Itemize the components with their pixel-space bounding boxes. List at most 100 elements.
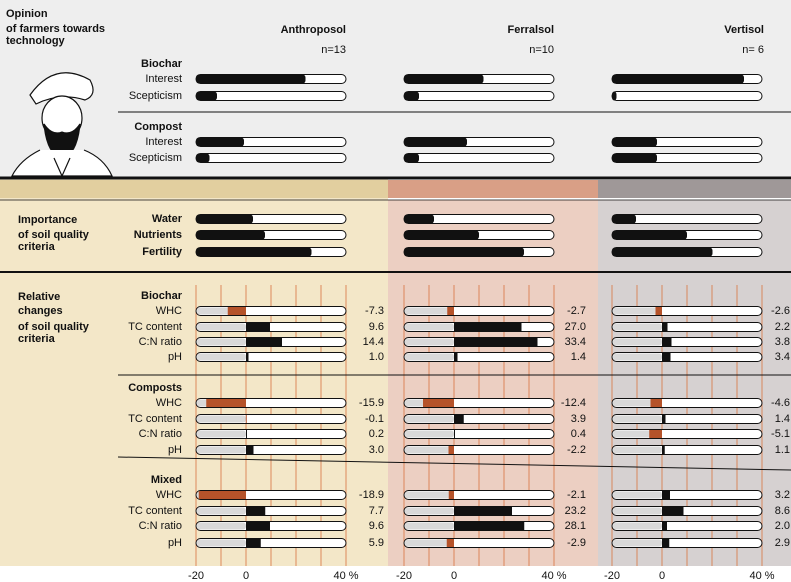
bar-neg-zone xyxy=(613,323,662,331)
row-label: pH xyxy=(168,351,182,363)
x-tick-label: -20 xyxy=(188,570,204,582)
group-label: Composts xyxy=(128,382,182,394)
value-label: 7.7 xyxy=(369,505,384,517)
section-title: Importance xyxy=(18,214,77,226)
row-label: Interest xyxy=(145,136,182,148)
value-label: -4.6 xyxy=(771,397,790,409)
texture-strip xyxy=(388,180,598,198)
bar-neg-zone xyxy=(197,323,246,331)
bar xyxy=(245,415,247,423)
bar xyxy=(612,153,657,163)
bar-neg-zone xyxy=(197,522,246,530)
bar-neg-zone xyxy=(197,507,246,515)
bar xyxy=(612,247,713,257)
x-tick-label: 0 xyxy=(451,570,457,582)
left-bg xyxy=(0,178,388,566)
sample-size: n=13 xyxy=(321,44,346,56)
x-tick-label: 0 xyxy=(659,570,665,582)
sample-size: n=10 xyxy=(529,44,554,56)
bar xyxy=(650,399,662,407)
bar-neg-zone xyxy=(405,353,454,361)
bar xyxy=(196,74,306,84)
row-label: C:N ratio xyxy=(139,336,182,348)
value-label: -18.9 xyxy=(359,489,384,501)
row-label: Water xyxy=(152,213,183,225)
value-label: 1.1 xyxy=(775,444,790,456)
bar-neg-zone xyxy=(405,338,454,346)
row-label: Interest xyxy=(145,73,182,85)
bar-neg-zone xyxy=(197,446,246,454)
value-label: -2.6 xyxy=(771,305,790,317)
value-label: 3.4 xyxy=(775,351,790,363)
value-label: -5.1 xyxy=(771,428,790,440)
bar xyxy=(404,137,467,147)
bar-neg-zone xyxy=(613,491,662,499)
x-tick-label: 0 xyxy=(243,570,249,582)
value-label: 33.4 xyxy=(565,336,586,348)
bar xyxy=(227,307,246,315)
row-label: Scepticism xyxy=(129,90,182,102)
bar-neg-zone xyxy=(613,307,662,315)
group-label: Biochar xyxy=(141,290,183,302)
bar xyxy=(454,430,455,438)
bar xyxy=(404,247,524,257)
value-label: 0.2 xyxy=(369,428,384,440)
bar xyxy=(447,307,454,315)
bar xyxy=(662,446,665,454)
value-label: 9.6 xyxy=(369,520,384,532)
bar xyxy=(404,91,419,101)
bar-neg-zone xyxy=(405,522,454,530)
row-label: WHC xyxy=(156,489,182,501)
row-label: pH xyxy=(168,537,182,549)
group-label: Mixed xyxy=(151,474,182,486)
row-label: WHC xyxy=(156,397,182,409)
bar xyxy=(448,491,454,499)
section-subtitle: of soil quality xyxy=(18,321,90,333)
bar-neg-zone xyxy=(613,399,662,407)
bar xyxy=(612,137,657,147)
row-label: C:N ratio xyxy=(139,520,182,532)
section-subtitle: criteria xyxy=(18,333,56,345)
section-subtitle: of farmers towards xyxy=(6,23,105,35)
bar xyxy=(612,74,744,84)
value-label: -2.2 xyxy=(567,444,586,456)
bar-neg-zone xyxy=(613,507,662,515)
bar xyxy=(404,214,434,224)
bar xyxy=(196,137,244,147)
bar xyxy=(404,153,419,163)
bar-neg-zone xyxy=(405,430,454,438)
bar xyxy=(612,230,687,240)
bar xyxy=(662,522,667,530)
row-label: TC content xyxy=(128,413,182,425)
bar xyxy=(612,91,617,101)
farmer-illustration xyxy=(11,72,113,177)
row-label: Nutrients xyxy=(134,229,182,241)
section-title: Opinion xyxy=(6,8,48,20)
bar xyxy=(655,307,662,315)
bar xyxy=(454,338,538,346)
bar xyxy=(454,507,512,515)
bar-track xyxy=(403,153,555,163)
bar xyxy=(404,74,484,84)
soil-panel xyxy=(388,200,598,566)
row-label: C:N ratio xyxy=(139,428,182,440)
value-label: 1.4 xyxy=(571,351,586,363)
bar-neg-zone xyxy=(613,522,662,530)
bar xyxy=(196,153,210,163)
bar xyxy=(196,247,312,257)
bar-neg-zone xyxy=(197,415,246,423)
bar xyxy=(246,446,254,454)
section-subtitle: of soil quality xyxy=(18,229,90,241)
texture-strip xyxy=(598,180,791,198)
bar xyxy=(662,415,666,423)
value-label: 3.0 xyxy=(369,444,384,456)
bar xyxy=(246,507,266,515)
value-label: -2.7 xyxy=(567,305,586,317)
value-label: 1.4 xyxy=(775,413,790,425)
texture-strip xyxy=(0,180,388,198)
bar-neg-zone xyxy=(613,353,662,361)
bar-track xyxy=(403,91,555,101)
bar-neg-zone xyxy=(405,491,454,499)
bar xyxy=(662,507,684,515)
bar-neg-zone xyxy=(405,307,454,315)
